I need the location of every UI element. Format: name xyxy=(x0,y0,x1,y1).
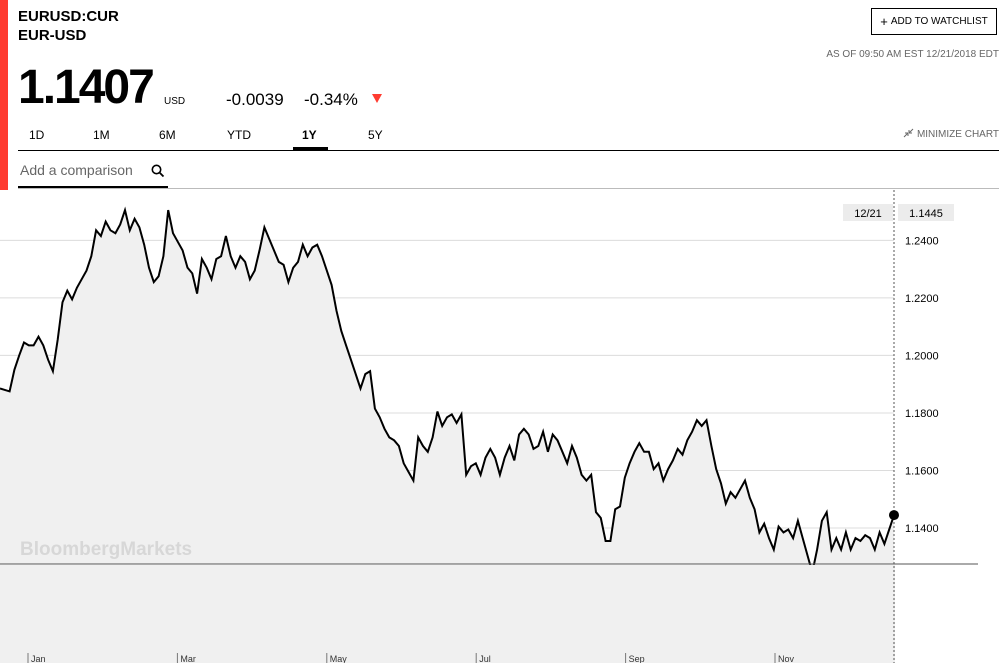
crosshair-value: 1.1445 xyxy=(909,208,943,220)
as-of-timestamp: AS OF 09:50 AM EST 12/21/2018 EDT xyxy=(826,49,999,60)
last-price-marker xyxy=(889,510,899,521)
y-tick-label: 1.1400 xyxy=(905,523,939,535)
minimize-chart-button[interactable]: MINIMIZE CHART xyxy=(903,128,999,140)
price-area xyxy=(0,210,894,573)
search-icon[interactable] xyxy=(151,164,165,178)
tab-5y[interactable]: 5Y xyxy=(368,128,383,142)
price-line xyxy=(0,206,895,573)
x-tick-label: Nov xyxy=(778,654,795,663)
x-tick-label: Jan xyxy=(31,654,46,663)
chart-watermark: BloombergMarkets xyxy=(20,539,192,560)
y-tick-label: 1.2000 xyxy=(905,350,939,362)
price-change-percent: -0.34% xyxy=(304,90,358,109)
x-axis: Jan Mar May Jul Sep Nov xyxy=(27,653,795,663)
price-currency: USD xyxy=(164,96,186,107)
y-tick-label: 1.2400 xyxy=(905,235,939,247)
price-change: -0.0039 xyxy=(226,90,284,109)
price-chart[interactable]: BloombergMarkets 1.1400 1.1600 1.1800 1.200… xyxy=(0,190,1002,663)
tab-ytd[interactable]: YTD xyxy=(227,128,251,142)
add-to-watchlist-label: ADD TO WATCHLIST xyxy=(890,16,988,27)
crosshair-date-box xyxy=(843,204,893,221)
x-tick-label: May xyxy=(330,654,348,663)
minimize-icon xyxy=(903,128,914,138)
lower-panel xyxy=(0,565,895,663)
plus-icon: + xyxy=(880,14,888,29)
active-tab-underline xyxy=(293,147,328,150)
ticker-symbol: EURUSD:CUR xyxy=(18,8,119,25)
y-axis: 1.1400 1.1600 1.1800 1.2000 1.2200 1.2400 xyxy=(905,235,939,535)
comparison-search[interactable]: Add a comparison xyxy=(18,158,168,188)
minimize-chart-label: MINIMIZE CHART xyxy=(916,129,999,140)
currency-pair-name: EUR-USD xyxy=(18,27,87,44)
x-tick-label: Jul xyxy=(479,654,491,663)
y-tick-label: 1.1600 xyxy=(905,466,939,478)
y-tick-label: 1.2200 xyxy=(905,293,939,305)
tab-1d[interactable]: 1D xyxy=(29,128,45,142)
crosshair-date: 12/21 xyxy=(854,208,882,220)
tab-1y[interactable]: 1Y xyxy=(302,128,317,142)
comparison-divider xyxy=(18,188,999,189)
timeframe-tabs: 1D 1M 6M YTD 1Y 5Y MINIMIZE CHART xyxy=(18,124,999,151)
down-arrow-icon xyxy=(372,94,382,103)
x-tick-label: Mar xyxy=(180,654,196,663)
comparison-search-input[interactable]: Add a comparison xyxy=(20,162,133,178)
tab-6m[interactable]: 6M xyxy=(159,128,176,142)
add-to-watchlist-button[interactable]: + ADD TO WATCHLIST xyxy=(871,8,997,35)
x-tick-label: Sep xyxy=(629,654,645,663)
crosshair-value-box xyxy=(898,204,954,221)
tab-1m[interactable]: 1M xyxy=(93,128,110,142)
current-price: 1.1407 xyxy=(18,61,155,114)
y-tick-label: 1.1800 xyxy=(905,408,939,420)
